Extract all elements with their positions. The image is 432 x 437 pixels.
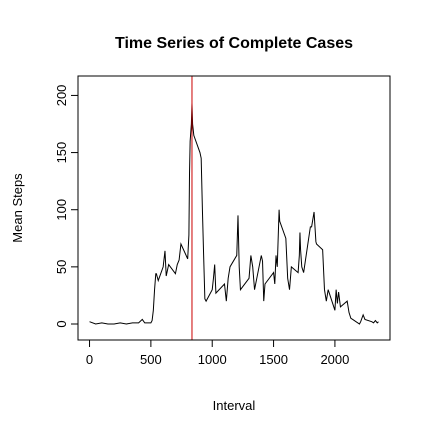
- y-axis-label: Mean Steps: [10, 173, 25, 243]
- x-axis-label: Interval: [213, 398, 256, 413]
- plot-frame: [77, 75, 391, 341]
- y-tick-label: 200: [54, 85, 69, 107]
- series-line: [89, 103, 379, 325]
- chart-title: Time Series of Complete Cases: [115, 35, 353, 52]
- x-tick-label: 500: [140, 352, 162, 367]
- x-tick-label: 2000: [320, 352, 349, 367]
- x-tick-label: 1000: [198, 352, 227, 367]
- y-tick-label: 0: [54, 320, 69, 327]
- x-tick-label: 0: [86, 352, 93, 367]
- y-tick-label: 150: [54, 142, 69, 164]
- y-tick-label: 100: [54, 199, 69, 221]
- x-tick-label: 1500: [259, 352, 288, 367]
- y-tick-label: 50: [54, 260, 69, 274]
